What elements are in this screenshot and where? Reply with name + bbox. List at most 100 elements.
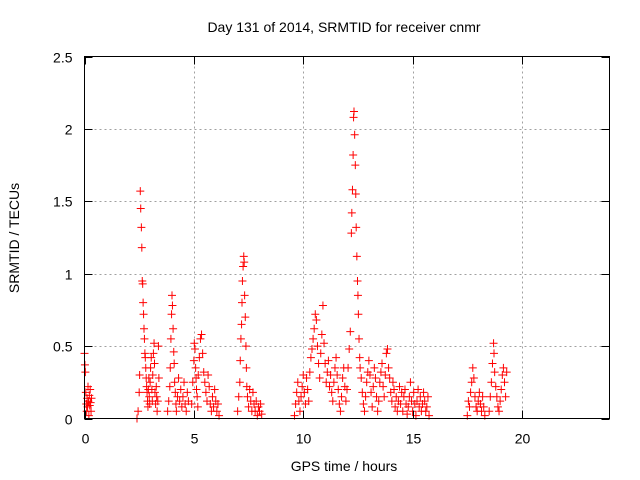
data-point — [182, 407, 191, 416]
x-tick-label: 5 — [191, 431, 199, 447]
data-point — [147, 353, 156, 362]
x-tick-labels: 0 5 10 15 20 — [82, 431, 531, 447]
data-point — [241, 313, 250, 322]
data-point — [420, 397, 429, 406]
data-point — [196, 334, 205, 343]
data-point — [168, 301, 177, 310]
data-point — [365, 371, 374, 380]
grid-lines — [84, 56, 610, 419]
data-point — [150, 339, 159, 348]
data-point — [485, 407, 494, 416]
data-point — [374, 397, 383, 406]
data-point — [313, 342, 322, 351]
data-point — [244, 402, 253, 411]
data-point — [358, 388, 367, 397]
data-point — [421, 407, 430, 416]
data-point — [470, 392, 479, 401]
data-point — [354, 310, 363, 319]
y-tick-label: 2 — [65, 122, 73, 138]
data-point — [373, 407, 382, 416]
y-tick-label: 2.5 — [53, 50, 73, 66]
data-point — [180, 378, 189, 387]
data-point — [398, 407, 407, 416]
data-point — [190, 339, 199, 348]
data-point — [329, 378, 338, 387]
data-point — [201, 388, 210, 397]
data-point — [165, 382, 174, 391]
data-point — [189, 356, 198, 365]
data-point — [242, 363, 251, 372]
data-point — [239, 262, 248, 271]
data-point — [369, 382, 378, 391]
data-point — [468, 363, 477, 372]
data-point — [355, 334, 364, 343]
data-point — [172, 407, 181, 416]
data-point — [423, 392, 432, 401]
data-point — [403, 410, 412, 419]
data-point — [409, 388, 418, 397]
data-point — [353, 291, 362, 300]
data-point — [332, 353, 341, 362]
data-point — [256, 400, 265, 409]
data-point — [489, 339, 498, 348]
data-point — [241, 342, 250, 351]
data-point — [208, 392, 217, 401]
data-point — [295, 407, 304, 416]
data-point — [174, 373, 183, 382]
data-point — [175, 397, 184, 406]
data-point — [380, 392, 389, 401]
data-point — [308, 344, 316, 353]
data-point — [467, 378, 476, 387]
data-point — [335, 400, 344, 409]
data-point — [345, 344, 354, 353]
data-point — [416, 392, 425, 401]
data-point — [154, 373, 163, 382]
data-point — [238, 276, 247, 285]
data-point — [315, 373, 324, 382]
data-point — [178, 392, 187, 401]
data-point — [414, 385, 423, 394]
data-point — [501, 392, 510, 401]
data-point — [330, 363, 339, 372]
data-point — [362, 378, 371, 387]
data-point — [383, 344, 392, 353]
data-point — [422, 402, 431, 411]
data-point — [324, 356, 333, 365]
data-point — [359, 400, 368, 409]
data-point — [364, 356, 373, 365]
data-point — [370, 363, 379, 372]
data-point — [490, 368, 499, 377]
data-point — [391, 402, 400, 411]
data-point — [298, 382, 307, 391]
data-point — [413, 397, 421, 406]
data-point — [334, 385, 343, 394]
chart-title: Day 131 of 2014, SRMTID for receiver cnm… — [207, 19, 480, 35]
data-point — [163, 407, 172, 416]
data-point — [236, 334, 245, 343]
data-point — [153, 407, 162, 416]
data-point — [164, 397, 173, 406]
data-point — [306, 353, 315, 362]
data-point — [192, 385, 201, 394]
data-point — [168, 291, 176, 300]
data-point — [310, 324, 319, 333]
data-point — [491, 382, 500, 391]
data-point — [384, 363, 393, 372]
data-point — [408, 407, 417, 416]
data-point — [327, 388, 336, 397]
data-point — [234, 392, 243, 401]
data-point — [312, 316, 321, 325]
data-point — [292, 388, 301, 397]
data-point — [137, 223, 146, 232]
data-point — [150, 388, 159, 397]
x-tick-label: 20 — [515, 431, 531, 447]
data-point — [187, 400, 196, 409]
data-point — [87, 394, 96, 403]
data-point — [495, 407, 504, 416]
data-point — [355, 353, 364, 362]
data-point — [378, 359, 386, 368]
data-point — [317, 330, 326, 339]
data-point — [154, 342, 163, 351]
data-point — [479, 402, 488, 411]
